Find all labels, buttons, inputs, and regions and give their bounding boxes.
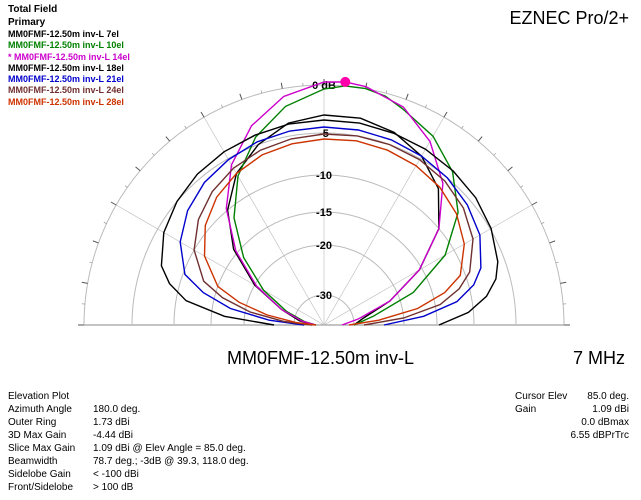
footer-value: 78.7 deg.; -3dB @ 39.3, 118.0 deg. (93, 455, 249, 468)
svg-text:-30: -30 (316, 290, 332, 302)
legend-item: MM0FMF-12.50m inv-L 10el (8, 40, 130, 51)
footer-label: Gain (515, 403, 536, 416)
footer-value: 6.55 dBPrTrc (570, 429, 629, 442)
svg-text:-10: -10 (316, 170, 332, 182)
footer-value: 1.09 dBi (592, 403, 629, 416)
svg-text:-20: -20 (316, 240, 332, 252)
footer-row: Sidelobe Gain< -100 dBi (8, 468, 249, 481)
freq-label: 7 MHz (573, 348, 625, 369)
footer-value: < -100 dBi (93, 468, 139, 481)
legend-item: MM0FMF-12.50m inv-L 7el (8, 29, 130, 40)
footer-left: Elevation PlotAzimuth Angle180.0 deg.Out… (8, 390, 249, 494)
footer-label: Slice Max Gain (8, 442, 93, 455)
svg-text:-15: -15 (316, 207, 332, 219)
footer-value: 180.0 deg. (93, 403, 140, 416)
footer-label: Elevation Plot (8, 390, 93, 403)
footer-row: Cursor Elev 85.0 deg. (515, 390, 629, 403)
legend-item: * MM0FMF-12.50m inv-L 14el (8, 52, 130, 63)
footer-value: -4.44 dBi (93, 429, 133, 442)
footer-value: 1.09 dBi @ Elev Angle = 85.0 deg. (93, 442, 246, 455)
footer-right: Cursor Elev 85.0 deg. Gain 1.09 dBi0.0 dBma… (515, 390, 629, 442)
footer-row: 3D Max Gain-4.44 dBi (8, 429, 249, 442)
footer-row: Gain 1.09 dBi (515, 403, 629, 416)
trace-14el (226, 82, 443, 325)
footer-value: 1.73 dBi (93, 416, 130, 429)
footer-value: 85.0 deg. (587, 390, 629, 403)
trace-7el (228, 115, 439, 325)
footer-row: Azimuth Angle180.0 deg. (8, 403, 249, 416)
footer-label: Sidelobe Gain (8, 468, 93, 481)
cursor-dot (340, 77, 350, 87)
footer-row: Elevation Plot (8, 390, 249, 403)
footer-label: Front/Sidelobe (8, 481, 93, 494)
total-field-label: Total Field (8, 4, 130, 17)
footer-label: Outer Ring (8, 416, 93, 429)
app-title: EZNEC Pro/2+ (509, 8, 629, 29)
footer-row: Outer Ring1.73 dBi (8, 416, 249, 429)
chart-title: MM0FMF-12.50m inv-L (0, 348, 641, 369)
footer-label: Beamwidth (8, 455, 93, 468)
elevation-polar-chart: 0 dB-5-10-15-20-30 (74, 75, 574, 335)
legend-item: MM0FMF-12.50m inv-L 18el (8, 63, 130, 74)
primary-label: Primary (8, 17, 130, 30)
footer-row: 6.55 dBPrTrc (515, 429, 629, 442)
footer-label: Cursor Elev (515, 390, 567, 403)
footer-row: Slice Max Gain1.09 dBi @ Elev Angle = 85… (8, 442, 249, 455)
footer-value: 0.0 dBmax (581, 416, 629, 429)
footer-label: 3D Max Gain (8, 429, 93, 442)
footer-value: > 100 dB (93, 481, 133, 494)
footer-row: Front/Sidelobe> 100 dB (8, 481, 249, 494)
footer-label: Azimuth Angle (8, 403, 93, 416)
footer-row: 0.0 dBmax (515, 416, 629, 429)
footer-row: Beamwidth78.7 deg.; -3dB @ 39.3, 118.0 d… (8, 455, 249, 468)
